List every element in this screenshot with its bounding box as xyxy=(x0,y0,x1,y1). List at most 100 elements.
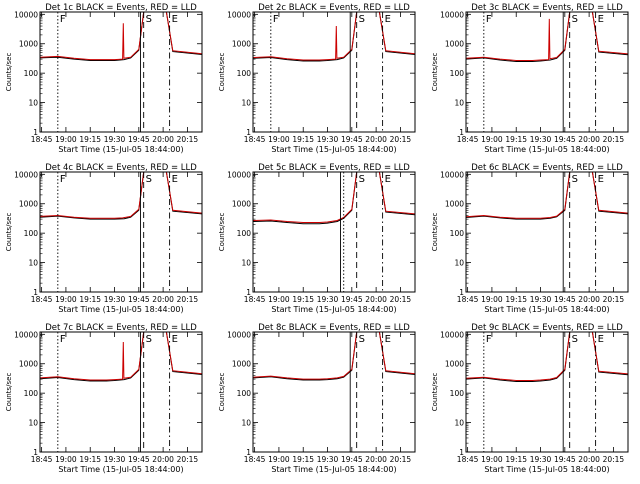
series-group xyxy=(466,172,628,220)
y-tick-label: 100 xyxy=(24,389,39,398)
x-tick-label: 18:45 xyxy=(31,455,53,464)
x-tick-label: 19:45 xyxy=(128,135,150,144)
events-series-line xyxy=(40,332,202,382)
x-tick-label: 19:30 xyxy=(317,455,339,464)
x-tick-label: 18:45 xyxy=(31,135,53,144)
x-tick-label: 20:00 xyxy=(152,455,174,464)
det-panel-8: Det 8c BLACK = Events, RED = LLD Counts/s… xyxy=(218,323,416,474)
x-tick-label: 20:15 xyxy=(603,455,625,464)
x-tick-label: 19:00 xyxy=(55,295,77,304)
series-group xyxy=(40,332,202,382)
panel-title: Det 3c BLACK = Events, RED = LLD xyxy=(471,3,623,13)
x-tick-label: 20:00 xyxy=(578,455,600,464)
y-tick-label: 1000 xyxy=(445,40,464,49)
x-tick-label: 19:00 xyxy=(481,455,503,464)
events-series-line xyxy=(466,12,628,62)
y-axis-label: Counts/sec xyxy=(218,53,226,92)
y-tick-label: 100 xyxy=(237,69,252,78)
time-marker-label: E xyxy=(172,14,178,25)
y-tick-label: 1000 xyxy=(232,360,251,369)
y-axis-label: Counts/sec xyxy=(431,53,439,92)
lld-series-line xyxy=(466,332,628,381)
x-tick-label: 19:45 xyxy=(128,295,150,304)
time-marker-label: E xyxy=(385,174,391,185)
x-tick-label: 19:45 xyxy=(341,295,363,304)
time-marker-label: E xyxy=(598,14,604,25)
y-tick-label: 100 xyxy=(24,69,39,78)
x-tick-label: 18:45 xyxy=(244,295,266,304)
x-axis-label: Start Time (15-Jul-05 18:44:00) xyxy=(484,145,609,154)
x-axis-label: Start Time (15-Jul-05 18:44:00) xyxy=(58,305,183,314)
lld-series-line xyxy=(40,12,202,61)
det-panel-9: Det 9c BLACK = Events, RED = LLD Counts/s… xyxy=(431,323,629,474)
x-tick-label: 19:15 xyxy=(292,295,314,304)
y-tick-label: 10000 xyxy=(14,170,38,179)
y-tick-label: 100 xyxy=(450,229,465,238)
time-marker-label: F xyxy=(60,334,66,345)
plot-frame xyxy=(252,11,416,133)
y-tick-label: 1000 xyxy=(232,200,251,209)
series-group xyxy=(40,12,202,61)
x-tick-label: 19:15 xyxy=(292,455,314,464)
events-series-line xyxy=(40,172,202,220)
time-marker-label: F xyxy=(486,334,492,345)
series-group xyxy=(253,12,415,62)
time-marker-label: E xyxy=(172,174,178,185)
x-tick-label: 18:45 xyxy=(457,295,479,304)
y-tick-label: 10000 xyxy=(14,10,38,19)
x-tick-label: 19:15 xyxy=(505,455,527,464)
series-group xyxy=(253,172,415,225)
x-tick-label: 19:00 xyxy=(55,455,77,464)
panel-title: Det 7c BLACK = Events, RED = LLD xyxy=(45,323,197,333)
y-axis-label: Counts/sec xyxy=(5,53,13,92)
lld-series-line xyxy=(253,12,415,61)
x-tick-label: 18:45 xyxy=(457,455,479,464)
plot-frame xyxy=(465,11,629,133)
x-tick-label: 20:15 xyxy=(390,295,412,304)
y-axis-label: Counts/sec xyxy=(218,213,226,252)
time-marker-label: S xyxy=(359,14,365,25)
x-tick-label: 19:15 xyxy=(79,135,101,144)
y-tick-label: 10 xyxy=(28,259,38,268)
y-tick-label: 10 xyxy=(28,419,38,428)
x-tick-label: 20:15 xyxy=(390,455,412,464)
y-tick-label: 1 xyxy=(459,448,464,457)
series-group xyxy=(40,172,202,220)
x-tick-label: 19:15 xyxy=(79,455,101,464)
x-tick-label: 20:15 xyxy=(603,295,625,304)
y-tick-label: 10000 xyxy=(440,10,464,19)
events-series-line xyxy=(40,12,202,61)
lld-series-line xyxy=(466,12,628,61)
plot-frame xyxy=(465,171,629,293)
time-marker-label: F xyxy=(60,14,66,25)
y-tick-label: 10 xyxy=(241,99,251,108)
time-marker-label: S xyxy=(146,14,152,25)
x-tick-label: 19:45 xyxy=(341,455,363,464)
x-tick-label: 20:00 xyxy=(365,135,387,144)
series-group xyxy=(253,332,415,381)
y-tick-label: 10 xyxy=(454,419,464,428)
x-tick-label: 19:45 xyxy=(554,455,576,464)
y-tick-label: 10000 xyxy=(227,10,251,19)
x-tick-label: 20:00 xyxy=(365,295,387,304)
panel-title: Det 6c BLACK = Events, RED = LLD xyxy=(471,163,623,173)
x-tick-label: 19:00 xyxy=(55,135,77,144)
lld-series-line xyxy=(466,172,628,219)
x-tick-label: 19:45 xyxy=(341,135,363,144)
x-tick-label: 19:00 xyxy=(268,135,290,144)
time-marker-label: E xyxy=(385,334,391,345)
x-tick-label: 19:30 xyxy=(530,135,552,144)
y-tick-label: 1 xyxy=(246,288,251,297)
time-marker-label: S xyxy=(572,334,578,345)
x-tick-label: 19:30 xyxy=(530,455,552,464)
x-tick-label: 20:15 xyxy=(390,135,412,144)
y-tick-label: 1 xyxy=(33,128,38,137)
panel-title: Det 2c BLACK = Events, RED = LLD xyxy=(258,3,410,13)
x-tick-label: 19:30 xyxy=(530,295,552,304)
det-panel-1: Det 1c BLACK = Events, RED = LLD Counts/s… xyxy=(5,3,203,154)
y-axis-label: Counts/sec xyxy=(431,213,439,252)
time-marker-label: S xyxy=(359,334,365,345)
y-tick-label: 1000 xyxy=(19,200,38,209)
plot-frame xyxy=(252,331,416,453)
